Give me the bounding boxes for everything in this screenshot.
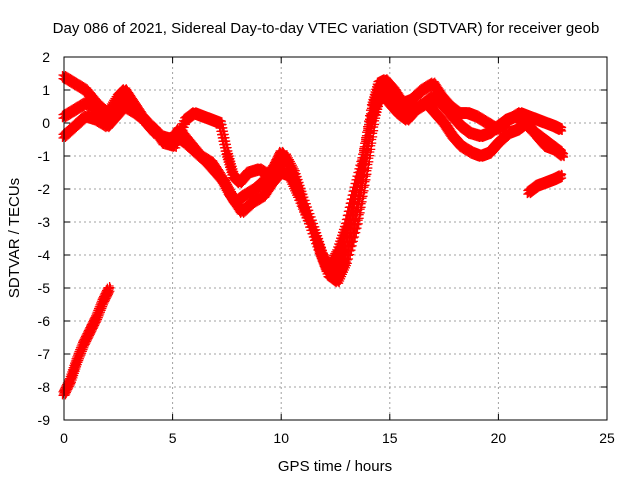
data-point xyxy=(558,127,567,136)
x-tick-label: 0 xyxy=(60,430,68,446)
y-tick-label: -8 xyxy=(38,379,51,395)
y-tick-label: 1 xyxy=(42,82,50,98)
x-tick-label: 25 xyxy=(599,430,615,446)
y-tick-label: -9 xyxy=(38,412,51,428)
y-tick-label: 0 xyxy=(42,115,50,131)
x-tick-label: 20 xyxy=(491,430,507,446)
y-tick-label: -7 xyxy=(38,346,51,362)
data-point xyxy=(557,123,566,132)
y-tick-label: -2 xyxy=(38,181,51,197)
y-tick-label: -3 xyxy=(38,214,51,230)
chart-title: Day 086 of 2021, Sidereal Day-to-day VTE… xyxy=(53,20,600,37)
y-tick-label: -5 xyxy=(38,280,51,296)
grid xyxy=(64,57,607,420)
y-tick-label: -1 xyxy=(38,148,51,164)
x-tick-label: 5 xyxy=(169,430,177,446)
y-tick-label: 2 xyxy=(42,49,50,65)
data-points xyxy=(58,71,569,400)
x-tick-label: 15 xyxy=(382,430,398,446)
x-tick-label: 10 xyxy=(273,430,289,446)
y-tick-label: -4 xyxy=(38,247,51,263)
y-tick-label: -6 xyxy=(38,313,51,329)
